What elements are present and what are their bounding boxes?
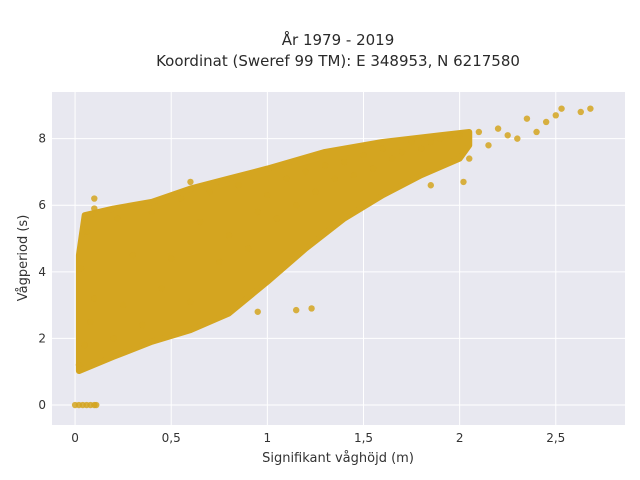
y-tick-label: 8 [38,132,46,146]
y-tick-label: 6 [38,198,46,212]
scatter-point [254,208,261,216]
scatter-point [129,251,136,259]
scatter-point [244,245,252,252]
scatter-point [494,125,502,132]
y-axis-label: Vågperiod (s) [16,215,31,302]
scatter-point [93,401,100,409]
scatter-point [308,305,315,312]
scatter-point [408,138,415,146]
scatter-point [254,308,261,315]
x-tick-label: 0,5 [162,431,181,445]
x-tick-label: 1,5 [354,431,373,445]
scatter-density-region [75,128,473,375]
scatter-point [369,165,377,172]
x-tick-label: 2,5 [546,431,565,445]
y-tick-label: 2 [38,331,46,345]
scatter-point [485,142,492,149]
scatter-point [81,341,88,349]
y-axis-ticks: 0 2 4 6 8 [38,132,46,412]
scatter-point [283,175,290,182]
scatter-point [379,145,386,152]
scatter-point [460,178,467,186]
scatter-point [398,148,406,156]
scatter-point [119,301,127,309]
scatter-point [350,172,358,179]
chart-title-line-2: Koordinat (Sweref 99 TM): E 348953, N 62… [156,52,520,70]
scatter-point [523,115,531,122]
scatter-point [87,318,94,325]
x-axis-ticks: 0 0,5 1 1,5 2 2,5 [71,431,565,445]
scatter-point [427,182,434,189]
scatter-point [542,118,550,126]
scatter-point [187,298,194,305]
scatter-point [302,168,310,176]
scatter-point [114,215,121,222]
scatter-point [577,108,584,116]
scatter-point [475,128,483,136]
scatter-point [437,135,444,142]
x-tick-label: 0 [71,431,79,445]
scatter-point [110,335,117,342]
scatter-point [235,182,242,189]
chart-title-line-1: År 1979 - 2019 [282,30,395,49]
scatter-density-cloud [75,128,473,375]
x-tick-label: 2 [456,431,464,445]
scatter-point [292,306,300,314]
y-tick-label: 0 [38,398,46,412]
scatter-point [177,195,185,202]
scatter-point [360,152,367,159]
scatter-point [196,218,204,226]
scatter-point [533,128,540,136]
scatter-point [168,255,175,262]
scatter-point [321,162,329,169]
scatter-point [456,132,463,139]
scatter-point [331,175,338,182]
scatter-point [514,135,521,142]
scatter-point [77,265,85,272]
scatter-point [225,231,233,239]
scatter-point [466,155,473,162]
scatter-point [264,192,271,199]
x-axis-label: Signifikant våghöjd (m) [262,451,414,466]
scatter-point [552,112,559,119]
scatter-point [83,228,90,236]
scatter-point [91,195,98,202]
scatter-point [504,132,511,139]
x-tick-label: 1 [264,431,272,445]
scatter-point [216,258,223,266]
scatter-point [417,145,425,152]
scatter-point [427,138,434,146]
scatter-point [187,178,194,186]
y-tick-label: 4 [38,265,46,279]
scatter-point [341,158,348,166]
scatter-point [558,105,565,112]
scatter-point [273,215,281,222]
scatter-point [446,132,454,139]
scatter-point [75,361,83,369]
scatter-point [148,208,156,216]
scatter-point [389,155,396,162]
scatter-point [91,205,98,212]
scatter-points [71,105,594,409]
scatter-point [139,321,146,329]
scatter-point [292,202,300,209]
scatter-point [91,295,98,302]
scatter-point [312,188,319,196]
scatter-point [158,285,165,292]
scatter-point [587,105,594,112]
scatter-point [206,188,213,196]
